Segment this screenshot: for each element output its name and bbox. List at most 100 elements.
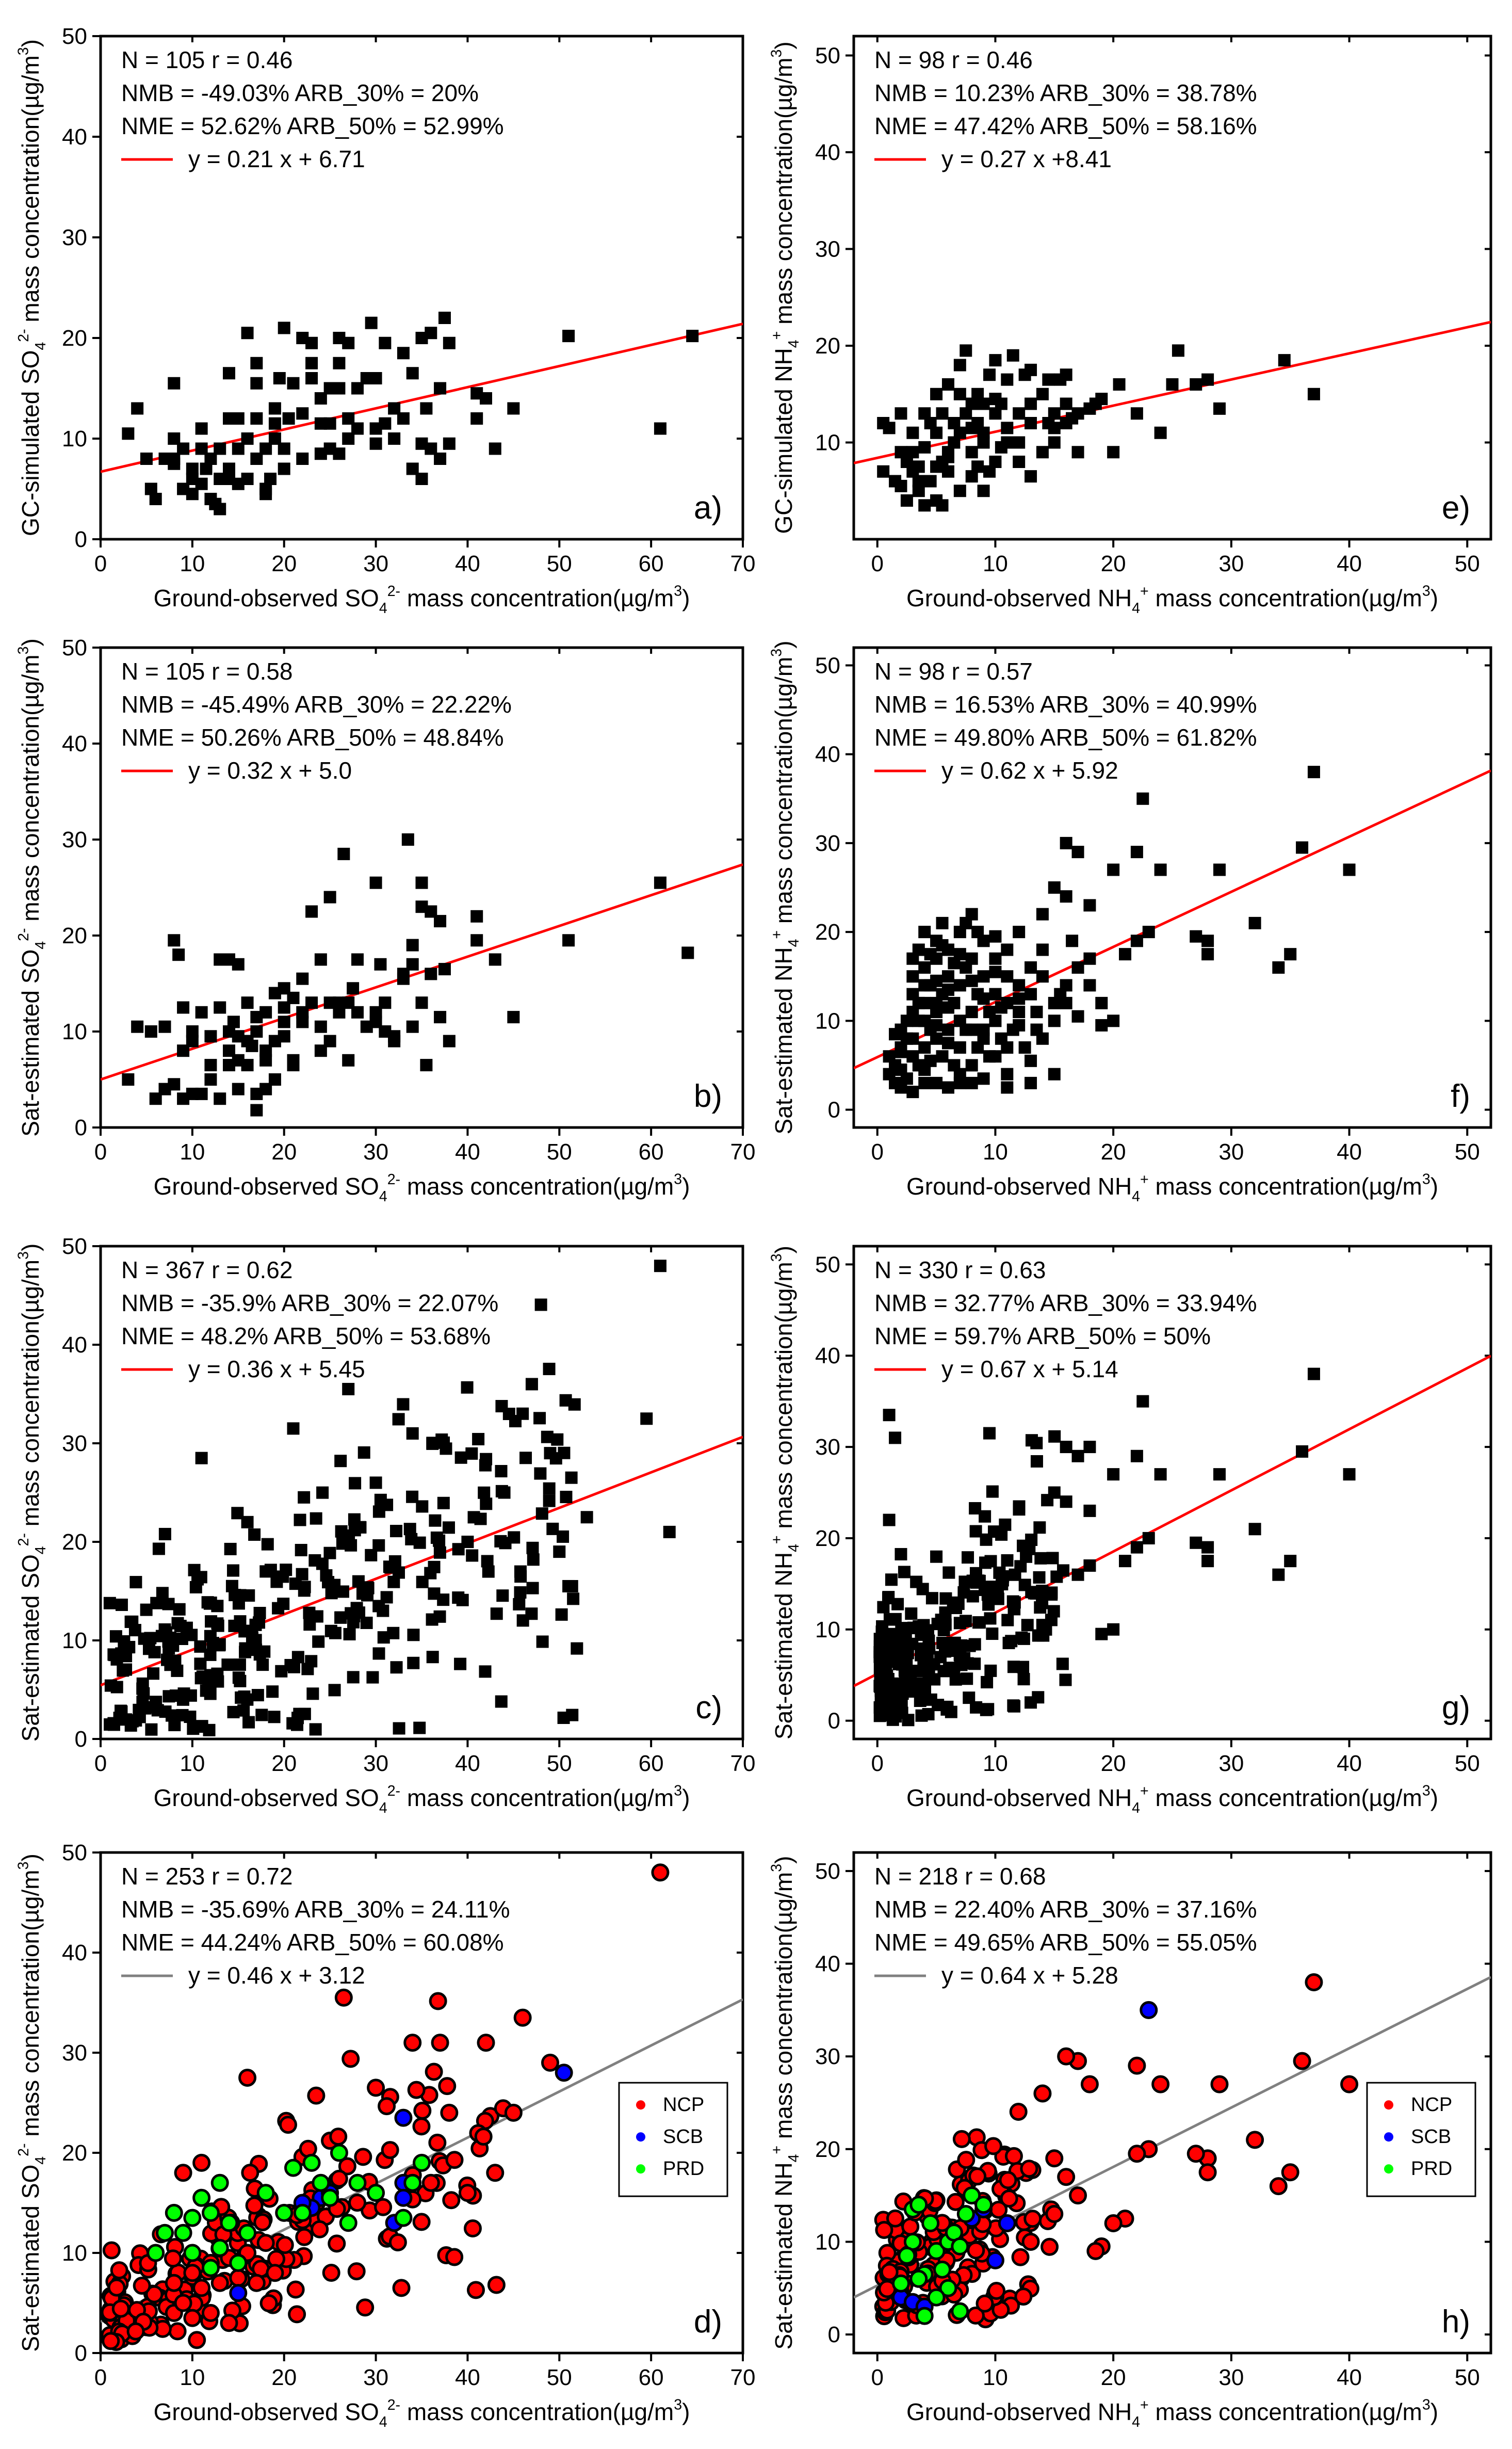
legend-label: PRD: [663, 2158, 704, 2180]
data-point: [357, 1446, 370, 1459]
regression-line: [101, 863, 743, 1081]
data-point-ncp: [192, 2279, 211, 2297]
data-point-prd: [367, 2184, 385, 2202]
legend-marker-ncp: [1384, 2100, 1393, 2110]
data-point: [654, 1260, 666, 1272]
data-point-ncp: [412, 2117, 431, 2136]
data-point: [232, 1083, 245, 1095]
panel-tag: b): [694, 1078, 722, 1114]
data-point-ncp: [1000, 2189, 1018, 2208]
data-point: [953, 979, 966, 992]
x-tick-label: 10: [983, 1139, 1008, 1165]
data-point-ncp: [1151, 2075, 1170, 2093]
data-point: [983, 1050, 996, 1063]
data-point: [1023, 1542, 1036, 1555]
data-point: [930, 1076, 943, 1089]
data-point: [268, 1711, 281, 1723]
data-point: [977, 485, 990, 497]
data-point-ncp: [445, 2151, 464, 2169]
data-point: [543, 1494, 556, 1507]
data-point: [948, 436, 961, 449]
data-point: [1272, 961, 1285, 974]
stats-line: N = 98 r = 0.46: [874, 46, 1033, 73]
data-point: [1307, 388, 1320, 400]
data-point: [194, 1571, 207, 1584]
data-point-ncp: [504, 2103, 523, 2122]
data-point: [241, 1693, 254, 1706]
data-point: [470, 934, 483, 947]
data-point: [158, 1527, 171, 1540]
data-point: [437, 1593, 450, 1606]
data-point: [131, 1020, 144, 1033]
data-point: [553, 1545, 566, 1558]
data-point: [324, 1624, 337, 1637]
data-point-ncp: [168, 2322, 187, 2341]
data-point-ncp: [288, 2305, 306, 2324]
data-point: [415, 996, 428, 1009]
data-point: [437, 1496, 450, 1509]
data-point: [1095, 1019, 1108, 1032]
data-point: [1025, 1076, 1037, 1089]
y-tick-label: 10: [62, 426, 87, 452]
data-point: [965, 1023, 978, 1036]
data-point: [296, 1016, 309, 1028]
data-point: [454, 1657, 467, 1670]
data-point: [885, 1573, 898, 1586]
data-point-scb: [229, 2284, 248, 2302]
data-point: [1059, 1673, 1072, 1686]
data-point: [333, 382, 346, 395]
data-point: [168, 377, 181, 390]
data-point: [1017, 1673, 1030, 1686]
fit-equation: y = 0.32 x + 5.0: [188, 757, 352, 784]
data-point: [401, 833, 414, 846]
data-point-ncp: [247, 2274, 266, 2292]
data-point: [877, 465, 890, 478]
data-point: [241, 327, 254, 340]
data-point: [879, 1649, 892, 1662]
data-point: [1025, 417, 1037, 429]
data-point: [470, 910, 483, 923]
data-point-prd: [915, 2307, 934, 2325]
data-point-ncp: [164, 2249, 182, 2268]
stats-line: N = 253 r = 0.72: [121, 1863, 292, 1890]
data-point: [1107, 863, 1120, 876]
data-point: [948, 1662, 961, 1675]
data-point: [965, 1076, 978, 1089]
x-tick-label: 30: [1218, 1139, 1244, 1165]
data-point: [187, 1722, 200, 1735]
y-tick-label: 50: [62, 635, 87, 660]
data-point: [971, 417, 984, 429]
panel-tag: e): [1442, 490, 1470, 526]
stats-line: NMB = -45.49% ARB_30% = 22.22%: [121, 691, 512, 718]
data-point: [906, 970, 919, 983]
data-point: [1071, 846, 1084, 859]
data-point: [278, 442, 290, 455]
y-axis-title: GC-simulated SO42- mass concentration(µg…: [15, 39, 49, 536]
data-point: [233, 1658, 246, 1671]
data-point-prd: [898, 2246, 916, 2265]
data-point: [261, 1538, 274, 1551]
data-point: [351, 422, 364, 435]
data-point-ncp: [110, 2261, 128, 2280]
data-point: [305, 357, 318, 369]
data-point: [1033, 1571, 1046, 1584]
data-point: [1025, 961, 1037, 974]
data-point: [347, 1671, 360, 1684]
data-point-prd: [394, 2209, 413, 2227]
data-point-ncp: [322, 2264, 340, 2282]
data-point: [513, 1598, 526, 1610]
x-tick-label: 30: [1218, 2365, 1244, 2390]
data-point: [1001, 1041, 1014, 1054]
data-point: [470, 412, 483, 425]
y-axis-title: Sat-estimated SO42- mass concentration(µ…: [15, 1244, 49, 1742]
data-point: [1284, 948, 1297, 961]
data-point: [314, 1020, 327, 1033]
x-tick-label: 40: [455, 1751, 480, 1776]
y-axis-title: Sat-estimated SO42- mass concentration(µ…: [15, 638, 49, 1137]
data-point: [1025, 988, 1037, 1001]
data-point: [162, 1598, 175, 1610]
data-point: [559, 1394, 572, 1407]
data-point: [534, 1467, 547, 1480]
panel-tag: h): [1442, 2304, 1470, 2340]
y-tick-label: 0: [75, 1727, 87, 1752]
